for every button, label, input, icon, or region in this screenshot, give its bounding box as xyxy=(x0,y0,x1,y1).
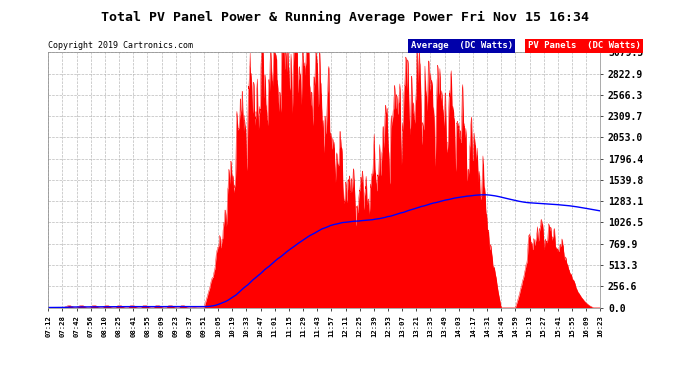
Text: Copyright 2019 Cartronics.com: Copyright 2019 Cartronics.com xyxy=(48,41,193,50)
Text: PV Panels  (DC Watts): PV Panels (DC Watts) xyxy=(528,41,641,50)
Text: Total PV Panel Power & Running Average Power Fri Nov 15 16:34: Total PV Panel Power & Running Average P… xyxy=(101,11,589,24)
Text: Average  (DC Watts): Average (DC Watts) xyxy=(411,41,513,50)
